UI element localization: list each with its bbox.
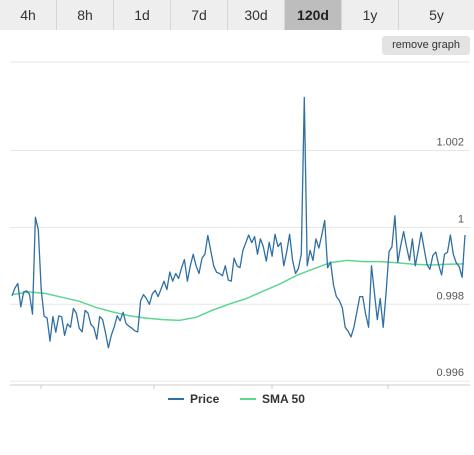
tab-4h[interactable]: 4h	[0, 0, 57, 30]
legend-item-sma[interactable]: SMA 50	[240, 392, 305, 406]
legend-swatch-sma	[240, 398, 256, 400]
tab-5y[interactable]: 5y	[429, 7, 444, 23]
tab-30d[interactable]: 30d	[228, 0, 285, 30]
tab-8h[interactable]: 8h	[57, 0, 114, 30]
tab-1d[interactable]: 1d	[114, 0, 171, 30]
series-line-price	[11, 96, 466, 349]
timeframe-tabs: 4h 8h 1d 7d 30d 120d 1y 5y	[0, 0, 474, 30]
tab-120d[interactable]: 120d	[285, 0, 342, 30]
tab-7d[interactable]: 7d	[171, 0, 228, 30]
legend-swatch-price	[168, 398, 184, 400]
legend-item-price[interactable]: Price	[168, 392, 219, 406]
legend-label-sma: SMA 50	[262, 392, 305, 406]
chart-legend: Price SMA 50	[0, 392, 474, 410]
legend-label-price: Price	[190, 392, 220, 406]
y-tick-label: 0.996	[436, 367, 464, 379]
series-line-sma-50	[11, 259, 465, 322]
remove-graph-button[interactable]: remove graph	[382, 36, 470, 55]
y-tick-label: 1	[458, 213, 464, 225]
y-tick-label: 1.002	[436, 136, 464, 148]
tab-1y[interactable]: 1y	[342, 0, 399, 30]
y-tick-label: 0.998	[436, 290, 464, 302]
